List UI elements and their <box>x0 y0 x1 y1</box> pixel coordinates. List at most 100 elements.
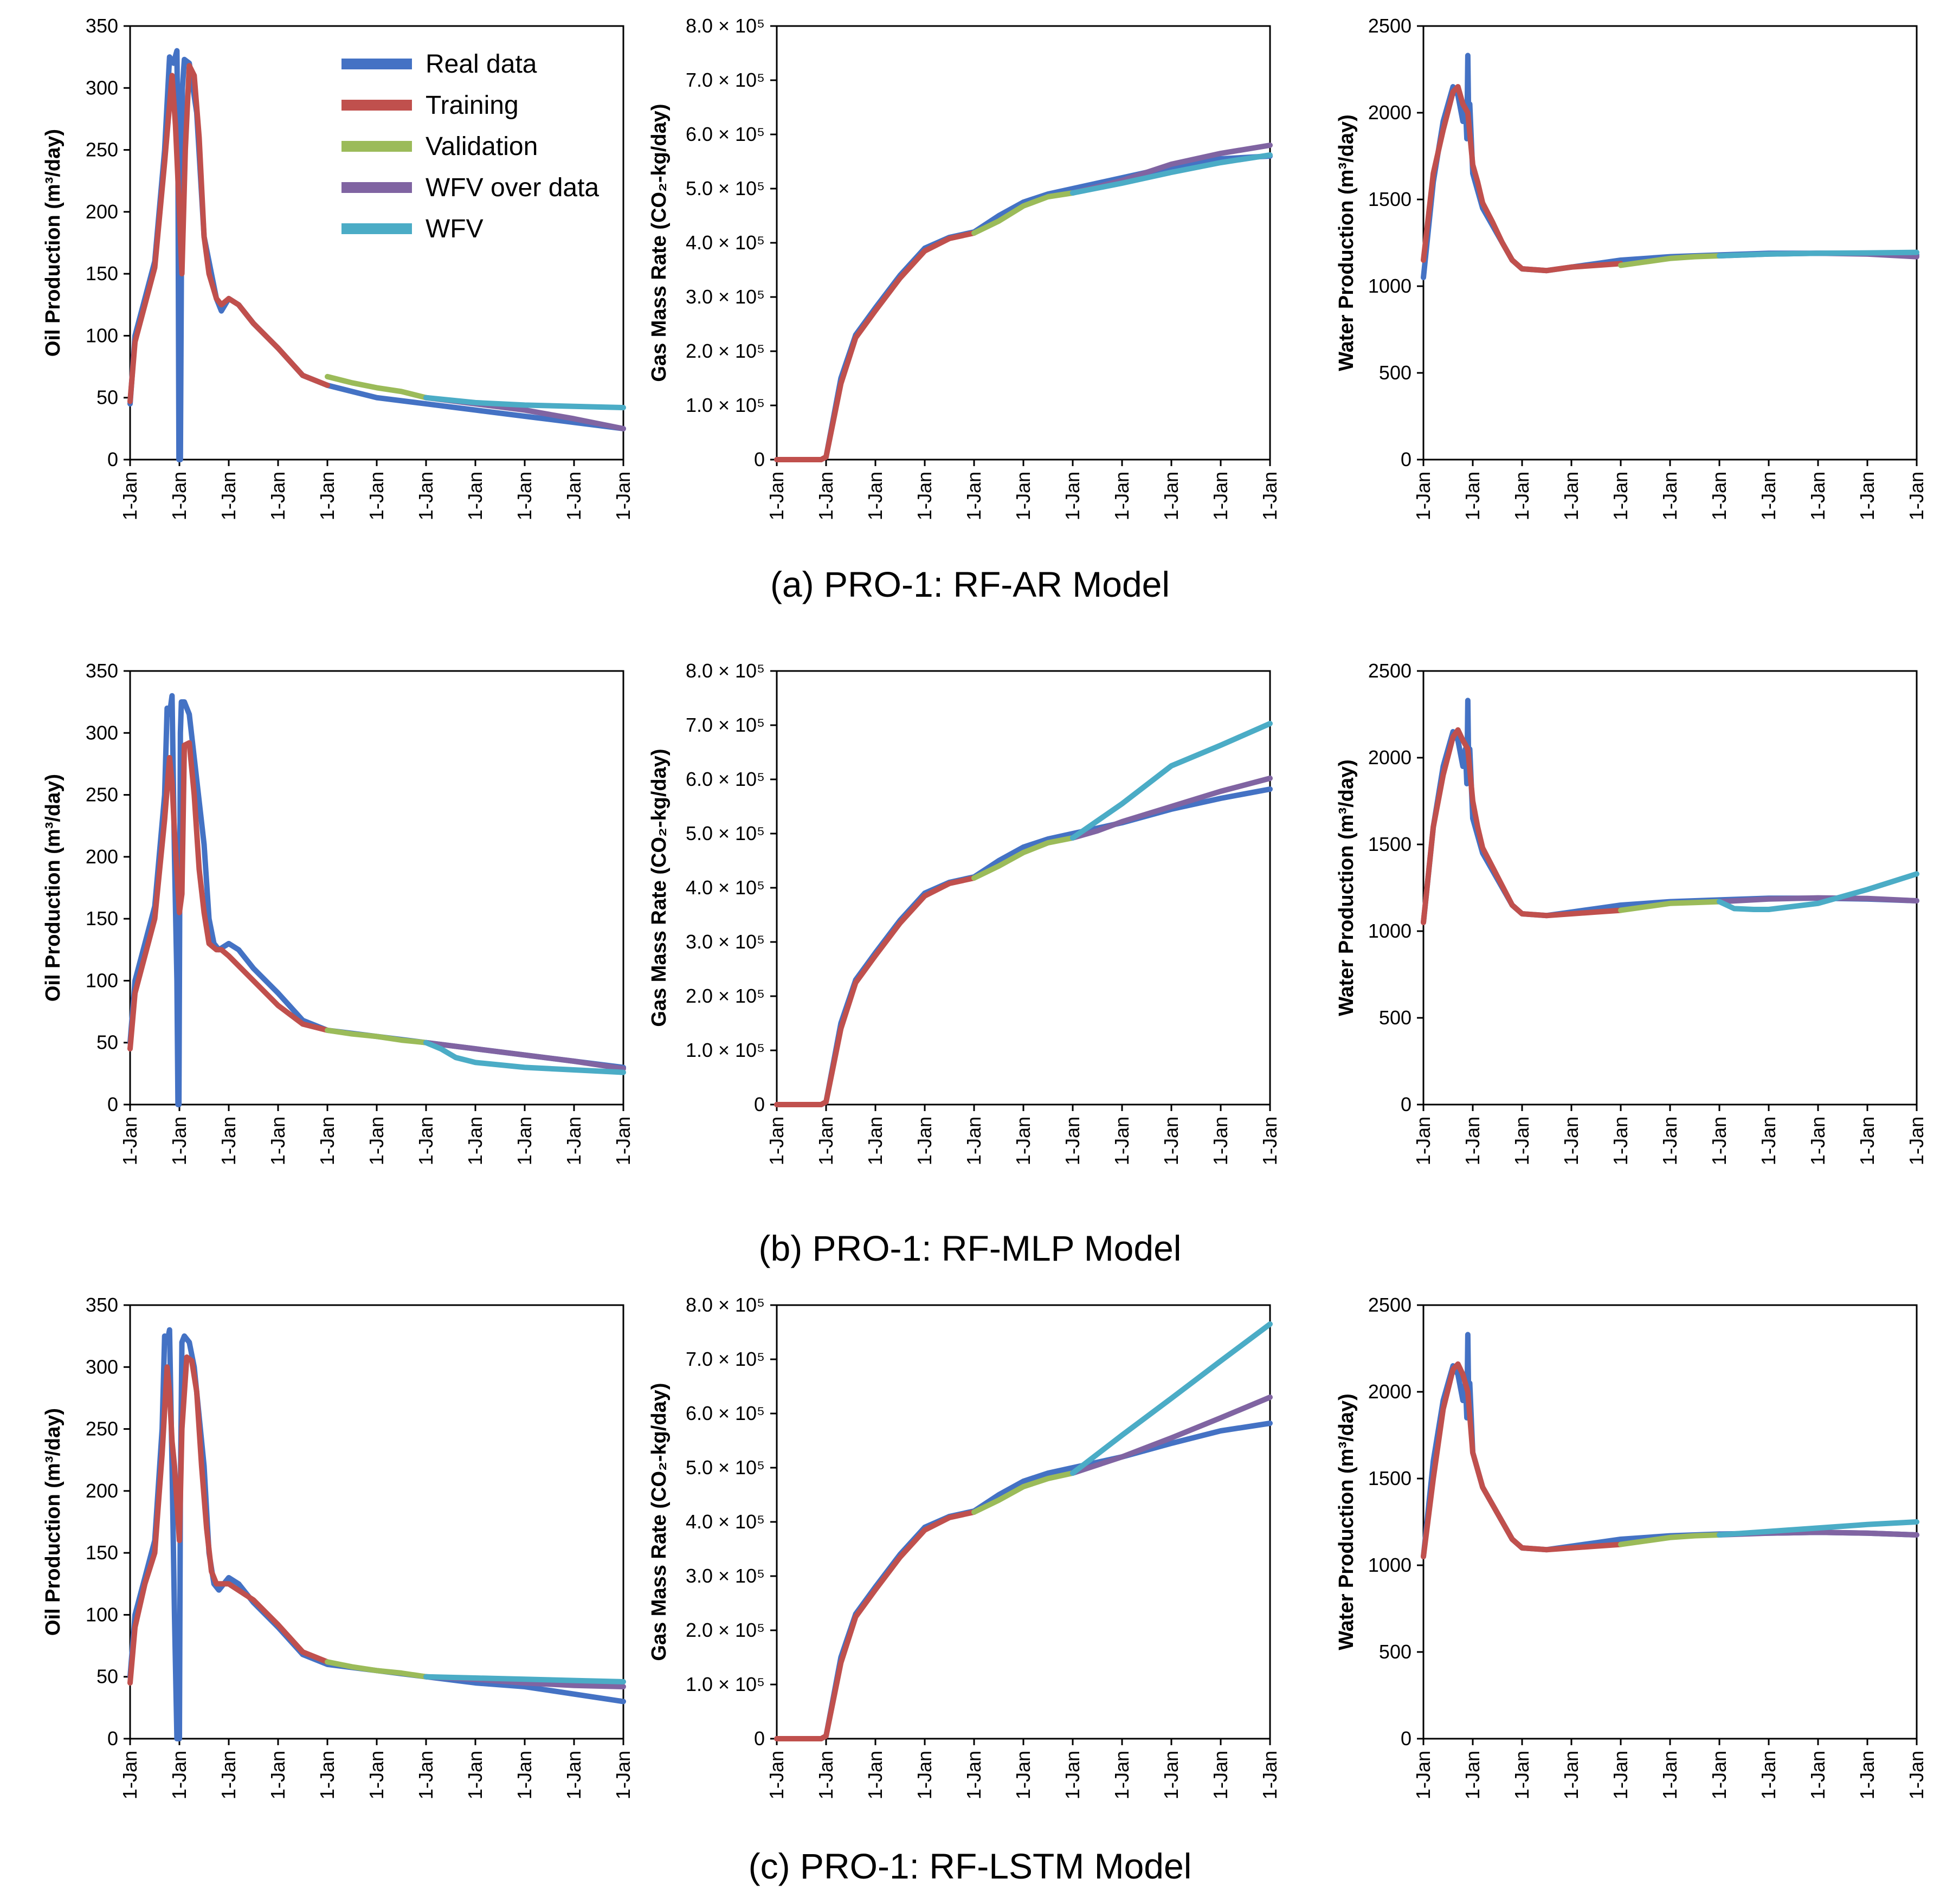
x-tick-label: 1-Jan <box>765 472 788 520</box>
x-tick-label: 1-Jan <box>1807 1751 1829 1799</box>
x-tick-label: 1-Jan <box>365 1116 388 1165</box>
x-tick-label: 1-Jan <box>168 1751 190 1799</box>
y-tick-label: 8.0 × 10⁵ <box>686 660 765 682</box>
x-tick-label: 1-Jan <box>1511 1751 1533 1799</box>
series-line-validation <box>971 835 1075 881</box>
legend-label-wfv_over_data: WFV over data <box>426 173 599 202</box>
y-tick-label: 0 <box>754 1727 765 1750</box>
series-line-wfv <box>1070 1321 1273 1476</box>
x-tick-label: 1-Jan <box>913 1116 936 1165</box>
x-tick-label: 1-Jan <box>1659 1116 1681 1165</box>
x-tick-label: 1-Jan <box>1461 472 1484 520</box>
plot-frame <box>1422 1304 1918 1740</box>
x-tick-label: 1-Jan <box>1609 472 1632 520</box>
x-tick-label: 1-Jan <box>267 1116 289 1165</box>
y-tick-label: 0 <box>754 1093 765 1115</box>
series-line-training <box>127 740 330 1052</box>
x-tick-label: 1-Jan <box>815 472 837 520</box>
x-tick-label: 1-Jan <box>1708 472 1730 520</box>
x-tick-label: 1-Jan <box>1659 472 1681 520</box>
x-tick-label: 1-Jan <box>119 472 141 520</box>
y-tick-label: 2500 <box>1368 1294 1412 1316</box>
x-tick-label: 1-Jan <box>1012 472 1034 520</box>
y-tick-label: 5.0 × 10⁵ <box>686 1456 765 1479</box>
series-line-training <box>774 875 977 1107</box>
y-tick-label: 100 <box>86 1603 118 1625</box>
plot-frame <box>776 25 1271 461</box>
x-tick-label: 1-Jan <box>1757 1751 1780 1799</box>
series-line-wfv <box>1717 871 1919 912</box>
y-tick-label: 4.0 × 10⁵ <box>686 876 765 899</box>
y-tick-label: 50 <box>96 386 118 409</box>
y-tick-label: 1.0 × 10⁵ <box>686 1673 765 1695</box>
series-line-validation <box>1618 899 1722 913</box>
series-line-wfv_over_data <box>1070 1395 1273 1476</box>
x-tick-label: 1-Jan <box>1511 472 1533 520</box>
y-tick-label: 8.0 × 10⁵ <box>686 1294 765 1316</box>
x-tick-label: 1-Jan <box>1259 1751 1281 1799</box>
y-tick-label: 350 <box>86 1294 118 1316</box>
x-tick-label: 1-Jan <box>1609 1116 1632 1165</box>
chart-c-gas: 0 1.0 × 10⁵ 2.0 × 10⁵ 3.0 × 10⁵ 4.0 × 10⁵ 5.0… <box>648 1294 1281 1799</box>
series-line-wfv <box>423 1674 626 1684</box>
x-tick-label: 1-Jan <box>316 1751 338 1799</box>
x-tick-label: 1-Jan <box>1209 472 1232 520</box>
series-line-validation <box>1618 253 1722 268</box>
x-tick-label: 1-Jan <box>415 1116 437 1165</box>
x-tick-label: 1-Jan <box>1856 472 1878 520</box>
x-tick-label: 1-Jan <box>1259 472 1281 520</box>
y-tick-label: 0 <box>1401 1093 1412 1115</box>
x-tick-label: 1-Jan <box>1412 1751 1434 1799</box>
series-line-wfv_over_data <box>1717 895 1919 905</box>
y-axis-title: Gas Mass Rate (CO₂-kg/day) <box>648 748 671 1027</box>
caption-c: (c) PRO-1: RF-LSTM Model <box>748 1846 1192 1886</box>
y-tick-label: 3.0 × 10⁵ <box>686 931 765 953</box>
series-line-wfv <box>1070 152 1273 196</box>
y-tick-label: 500 <box>1379 1641 1412 1663</box>
x-tick-label: 1-Jan <box>267 1751 289 1799</box>
series-line-validation <box>325 1027 429 1045</box>
x-tick-label: 1-Jan <box>1905 1751 1928 1799</box>
series-line-real_data <box>774 786 1273 1107</box>
plot-frame <box>129 670 624 1106</box>
y-tick-label: 7.0 × 10⁵ <box>686 714 765 736</box>
series-line-training <box>1421 727 1623 925</box>
x-tick-label: 1-Jan <box>765 1751 788 1799</box>
y-axis-title: Gas Mass Rate (CO₂-kg/day) <box>648 1383 671 1661</box>
x-tick-label: 1-Jan <box>815 1751 837 1799</box>
series-line-wfv <box>1070 721 1273 841</box>
y-tick-label: 200 <box>86 845 118 868</box>
x-tick-label: 1-Jan <box>864 472 886 520</box>
legend-label-validation: Validation <box>426 132 538 161</box>
x-tick-label: 1-Jan <box>1259 1116 1281 1165</box>
x-tick-label: 1-Jan <box>1905 472 1928 520</box>
x-tick-label: 1-Jan <box>168 472 190 520</box>
series-line-validation <box>1618 1532 1722 1547</box>
x-tick-label: 1-Jan <box>1708 1751 1730 1799</box>
series-line-validation <box>971 1470 1075 1515</box>
x-tick-label: 1-Jan <box>1560 1116 1582 1165</box>
plot-frame <box>1422 25 1918 461</box>
series-line-real_data <box>774 153 1273 462</box>
x-tick-label: 1-Jan <box>1412 472 1434 520</box>
y-tick-label: 1000 <box>1368 275 1412 297</box>
x-tick-label: 1-Jan <box>464 1751 486 1799</box>
y-tick-label: 6.0 × 10⁵ <box>686 1402 765 1424</box>
y-tick-label: 2500 <box>1368 15 1412 37</box>
x-tick-label: 1-Jan <box>1209 1751 1232 1799</box>
y-tick-label: 2.0 × 10⁵ <box>686 1619 765 1641</box>
series-line-training <box>774 1509 977 1741</box>
x-tick-label: 1-Jan <box>1609 1751 1632 1799</box>
x-tick-label: 1-Jan <box>864 1751 886 1799</box>
chart-a-oil: 0 50 100 150 200 250 300 350 1-Jan 1-Jan 1-Jan 1-Ja… <box>42 15 634 520</box>
y-tick-label: 200 <box>86 201 118 223</box>
y-tick-label: 300 <box>86 721 118 744</box>
caption-a: (a) PRO-1: RF-AR Model <box>770 564 1170 604</box>
x-tick-label: 1-Jan <box>1905 1116 1928 1165</box>
series-line-real_data <box>1421 1332 1919 1559</box>
x-tick-label: 1-Jan <box>815 1116 837 1165</box>
legend-label-wfv: WFV <box>426 215 484 243</box>
x-tick-label: 1-Jan <box>1111 1751 1133 1799</box>
y-tick-label: 1.0 × 10⁵ <box>686 1039 765 1061</box>
x-tick-label: 1-Jan <box>1757 472 1780 520</box>
